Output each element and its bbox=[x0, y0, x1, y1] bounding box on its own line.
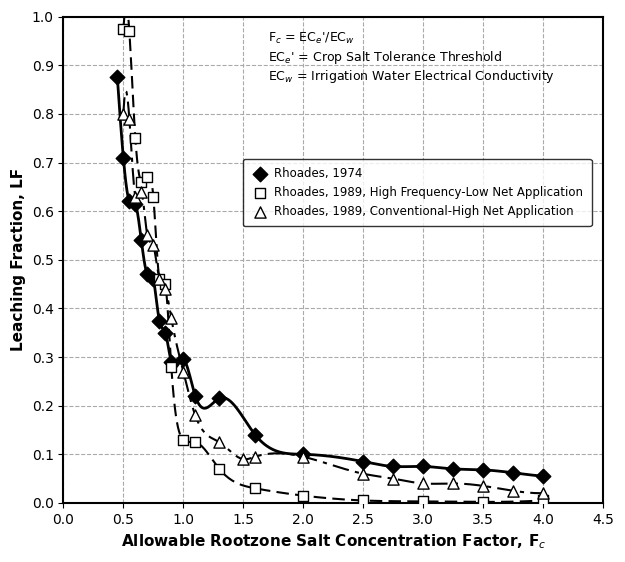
Rhoades, 1989, High Frequency-Low Net Application bbox=[298, 491, 308, 500]
Rhoades, 1989, High Frequency-Low Net Application bbox=[250, 484, 260, 493]
Rhoades, 1989, High Frequency-Low Net Application bbox=[178, 435, 188, 444]
Rhoades, 1989, High Frequency-Low Net Application bbox=[190, 438, 200, 447]
Rhoades, 1974 bbox=[214, 394, 224, 403]
Legend: Rhoades, 1974, Rhoades, 1989, High Frequency-Low Net Application, Rhoades, 1989,: Rhoades, 1974, Rhoades, 1989, High Frequ… bbox=[242, 158, 592, 226]
Y-axis label: Leaching Fraction, LF: Leaching Fraction, LF bbox=[11, 168, 26, 351]
Rhoades, 1989, Conventional-High Net Application bbox=[166, 314, 176, 323]
Rhoades, 1989, Conventional-High Net Application bbox=[154, 275, 164, 284]
Rhoades, 1974 bbox=[136, 236, 146, 245]
Rhoades, 1989, Conventional-High Net Application bbox=[136, 187, 146, 196]
Rhoades, 1989, Conventional-High Net Application bbox=[418, 479, 428, 488]
Rhoades, 1989, High Frequency-Low Net Application bbox=[148, 192, 158, 201]
Rhoades, 1989, Conventional-High Net Application bbox=[478, 482, 488, 491]
Rhoades, 1989, Conventional-High Net Application bbox=[118, 110, 128, 119]
Rhoades, 1974 bbox=[190, 391, 200, 400]
Rhoades, 1989, Conventional-High Net Application bbox=[124, 114, 134, 123]
Rhoades, 1989, Conventional-High Net Application bbox=[250, 452, 260, 461]
Rhoades, 1974 bbox=[448, 464, 458, 473]
Rhoades, 1989, Conventional-High Net Application bbox=[538, 489, 548, 498]
Rhoades, 1974 bbox=[160, 328, 170, 337]
Rhoades, 1974 bbox=[250, 430, 260, 439]
Rhoades, 1989, Conventional-High Net Application bbox=[448, 479, 458, 488]
Rhoades, 1989, High Frequency-Low Net Application bbox=[418, 497, 428, 506]
Rhoades, 1974 bbox=[388, 462, 398, 471]
Rhoades, 1989, High Frequency-Low Net Application bbox=[124, 27, 134, 36]
Rhoades, 1974 bbox=[118, 153, 128, 162]
Rhoades, 1989, High Frequency-Low Net Application bbox=[160, 279, 170, 288]
Rhoades, 1989, High Frequency-Low Net Application bbox=[478, 497, 488, 506]
Rhoades, 1989, High Frequency-Low Net Application bbox=[166, 362, 176, 371]
Rhoades, 1974 bbox=[508, 468, 518, 477]
Rhoades, 1974 bbox=[148, 275, 158, 284]
Rhoades, 1974 bbox=[154, 316, 164, 325]
Rhoades, 1989, Conventional-High Net Application bbox=[508, 486, 518, 495]
Rhoades, 1974 bbox=[478, 465, 488, 474]
Rhoades, 1989, Conventional-High Net Application bbox=[142, 231, 152, 240]
Rhoades, 1989, High Frequency-Low Net Application bbox=[214, 464, 224, 473]
Rhoades, 1989, Conventional-High Net Application bbox=[214, 438, 224, 447]
Rhoades, 1974 bbox=[131, 200, 141, 209]
Rhoades, 1974 bbox=[178, 355, 188, 364]
Rhoades, 1989, Conventional-High Net Application bbox=[190, 411, 200, 420]
Rhoades, 1974 bbox=[166, 357, 176, 366]
Rhoades, 1989, Conventional-High Net Application bbox=[238, 455, 248, 464]
Rhoades, 1989, High Frequency-Low Net Application bbox=[358, 496, 368, 505]
Rhoades, 1974 bbox=[418, 462, 428, 471]
Rhoades, 1989, Conventional-High Net Application bbox=[131, 192, 141, 201]
Rhoades, 1974 bbox=[142, 270, 152, 279]
Rhoades, 1989, High Frequency-Low Net Application bbox=[136, 178, 146, 187]
Rhoades, 1989, High Frequency-Low Net Application bbox=[538, 496, 548, 505]
Rhoades, 1974 bbox=[112, 73, 123, 82]
Rhoades, 1974 bbox=[358, 457, 368, 466]
Rhoades, 1974 bbox=[298, 450, 308, 459]
Rhoades, 1989, Conventional-High Net Application bbox=[160, 284, 170, 293]
Rhoades, 1989, High Frequency-Low Net Application bbox=[131, 134, 141, 143]
Rhoades, 1974 bbox=[538, 472, 548, 481]
Rhoades, 1974 bbox=[124, 197, 134, 206]
Rhoades, 1989, High Frequency-Low Net Application bbox=[154, 275, 164, 284]
Rhoades, 1989, Conventional-High Net Application bbox=[388, 474, 398, 483]
Rhoades, 1989, Conventional-High Net Application bbox=[298, 452, 308, 461]
Rhoades, 1989, Conventional-High Net Application bbox=[178, 367, 188, 376]
Rhoades, 1989, Conventional-High Net Application bbox=[148, 241, 158, 250]
Rhoades, 1989, Conventional-High Net Application bbox=[358, 469, 368, 478]
X-axis label: Allowable Rootzone Salt Concentration Factor, F$_c$: Allowable Rootzone Salt Concentration Fa… bbox=[121, 532, 546, 551]
Rhoades, 1989, High Frequency-Low Net Application bbox=[142, 173, 152, 182]
Text: F$_c$ = EC$_e$'/EC$_w$
EC$_e$' = Crop Salt Tolerance Threshold
EC$_w$ = Irrigati: F$_c$ = EC$_e$'/EC$_w$ EC$_e$' = Crop Sa… bbox=[268, 31, 556, 85]
Rhoades, 1989, High Frequency-Low Net Application bbox=[118, 24, 128, 33]
